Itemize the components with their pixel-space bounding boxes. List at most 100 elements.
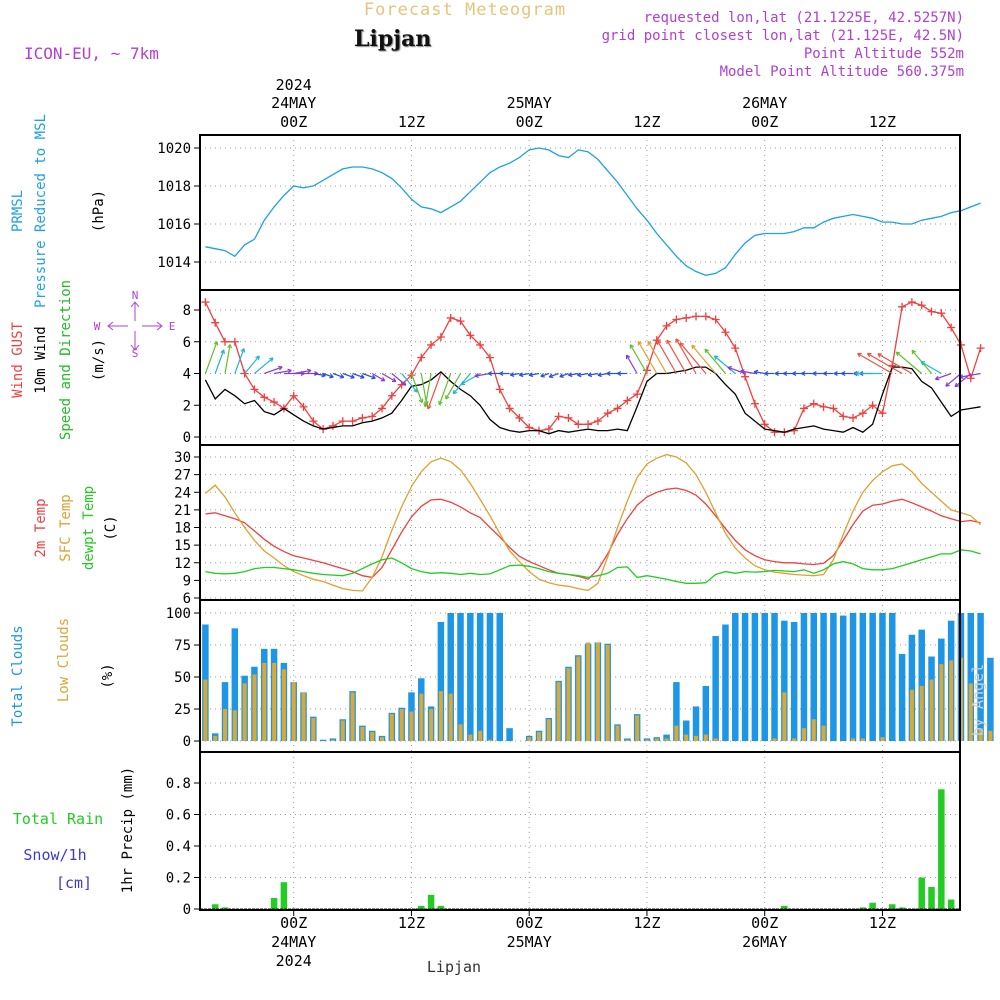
gust-marker — [790, 426, 799, 435]
gust-marker — [299, 402, 308, 411]
wind-arrow — [420, 373, 428, 405]
gust-marker — [750, 399, 759, 408]
series-line-temperature-2 — [205, 549, 981, 584]
gust-marker — [584, 420, 593, 429]
gust-marker — [741, 372, 750, 381]
wind-arrowhead — [559, 373, 564, 378]
bar-clouds-0 — [898, 653, 906, 741]
gust-marker — [917, 301, 926, 310]
gust-marker — [368, 412, 377, 421]
gust-marker — [260, 393, 269, 402]
bar-clouds-0 — [879, 613, 886, 741]
wind-arrowhead — [268, 357, 274, 362]
gust-marker — [201, 298, 210, 307]
bar-clouds-1 — [654, 738, 659, 741]
bar-clouds-1 — [703, 734, 708, 741]
bar-precip-0 — [280, 882, 288, 909]
wind-arrow — [224, 344, 231, 374]
bar-clouds-1 — [968, 683, 973, 741]
wind-arrow — [691, 344, 717, 374]
wind-arrowhead — [792, 371, 797, 376]
temp-unit: (C) — [103, 515, 119, 540]
gust-marker — [898, 302, 907, 311]
wind-arrowhead — [401, 381, 407, 386]
bar-clouds-0 — [663, 734, 670, 741]
top-time-label: 2024 — [276, 76, 312, 94]
bar-clouds-1 — [684, 734, 689, 741]
precip-label-rain: Total Rain — [13, 810, 103, 828]
wind-arrowhead — [371, 374, 376, 380]
wind-arrowhead — [691, 344, 696, 350]
bar-clouds-0 — [820, 613, 827, 741]
bottom-time-label: 24MAY — [271, 933, 316, 951]
bar-clouds-1 — [252, 674, 257, 741]
model-name: ICON-EU, ~ 7km — [24, 44, 159, 63]
panel-clouds: 0 25 50 75 100 — [166, 599, 994, 753]
y-tick-label: 15 — [174, 538, 191, 554]
wind-arrow — [529, 372, 540, 376]
bar-clouds-1 — [792, 738, 797, 741]
gust-marker — [878, 409, 887, 418]
bar-clouds-1 — [625, 739, 630, 741]
bar-clouds-1 — [291, 682, 296, 741]
gust-marker — [378, 404, 387, 413]
wind-arrowhead — [438, 400, 443, 406]
gust-marker — [633, 390, 642, 399]
bar-clouds-1 — [203, 679, 208, 741]
wind-arrowhead — [460, 380, 466, 386]
wind-arrowhead — [339, 374, 345, 379]
wind-arrowhead — [675, 338, 680, 343]
bar-clouds-1 — [556, 682, 561, 741]
bar-clouds-0 — [918, 629, 925, 741]
wind-arrow — [204, 341, 218, 374]
gust-marker — [603, 409, 612, 418]
bar-clouds-1 — [615, 725, 620, 741]
bar-clouds-1 — [468, 734, 473, 741]
bottom-time-label: 26MAY — [742, 933, 787, 951]
gust-marker — [868, 401, 877, 410]
wind-arrowhead — [833, 371, 838, 376]
wind-arrowhead — [857, 352, 862, 358]
wind-arrow — [714, 355, 736, 374]
station-name: Lipjan — [354, 26, 432, 52]
y-tick-label: 0.4 — [166, 839, 191, 855]
wind-arrowhead — [391, 377, 397, 383]
compass-north: N — [132, 289, 139, 302]
y-tick-label: 12 — [174, 556, 191, 572]
bar-clouds-0 — [486, 613, 494, 741]
bar-clouds-0 — [810, 613, 818, 741]
gust-marker — [976, 344, 985, 353]
wind-arrow — [371, 372, 386, 382]
bottom-time-label: 12Z — [633, 914, 660, 932]
wind-arrowhead — [740, 369, 745, 374]
wind-arrowhead — [679, 342, 685, 347]
wind-arrowhead — [380, 377, 386, 382]
wind-arrowhead — [240, 348, 246, 353]
wind-arrow — [438, 373, 452, 405]
gust-marker — [623, 396, 632, 405]
wind-arrowhead — [528, 372, 534, 378]
gust-marker — [515, 413, 524, 422]
gust-marker — [927, 307, 936, 316]
clouds-label-low: Low Clouds — [56, 618, 72, 702]
wind-arrowhead — [945, 382, 950, 387]
wind-arrow — [410, 373, 423, 403]
gust-marker — [270, 398, 279, 407]
wind-arrow — [510, 372, 520, 376]
bar-clouds-1 — [644, 739, 649, 741]
wind-arrowhead — [853, 371, 858, 376]
bar-clouds-0 — [437, 621, 445, 741]
series-line-pressure-0 — [205, 147, 981, 276]
wind-arrowhead — [568, 372, 573, 378]
bar-clouds-1 — [527, 737, 532, 741]
y-tick-label: 9 — [183, 573, 191, 589]
wind-arrowhead — [895, 351, 901, 357]
wind-arrowhead — [278, 365, 283, 371]
chart-title: Forecast Meteogram — [363, 0, 567, 20]
bar-clouds-1 — [478, 730, 483, 741]
wind-arrowhead — [934, 375, 940, 381]
y-tick-label: 30 — [174, 450, 191, 466]
y-tick-label: 21 — [174, 503, 191, 519]
pressure-label-1: PRMSL — [10, 190, 26, 232]
